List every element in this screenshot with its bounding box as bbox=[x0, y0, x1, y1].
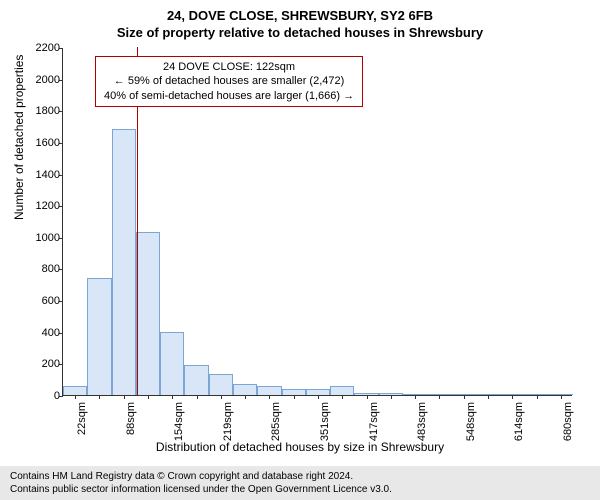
x-tick-mark bbox=[439, 395, 440, 399]
histogram-bar bbox=[233, 384, 257, 395]
annotation-line2: ← 59% of detached houses are smaller (2,… bbox=[104, 74, 354, 88]
histogram-bar bbox=[136, 232, 160, 395]
x-tick-mark bbox=[221, 395, 222, 399]
chart: 24 DOVE CLOSE: 122sqm← 59% of detached h… bbox=[62, 48, 572, 396]
x-tick-mark bbox=[512, 395, 513, 399]
x-tick-mark bbox=[415, 395, 416, 399]
x-tick-mark bbox=[148, 395, 149, 399]
y-tick-label: 1400 bbox=[30, 169, 60, 181]
x-tick-mark bbox=[367, 395, 368, 399]
histogram-bar bbox=[63, 386, 87, 395]
annotation-box: 24 DOVE CLOSE: 122sqm← 59% of detached h… bbox=[95, 56, 363, 107]
x-tick-mark bbox=[391, 395, 392, 399]
x-tick-label: 154sqm bbox=[173, 402, 185, 452]
y-tick-label: 1000 bbox=[30, 232, 60, 244]
x-tick-label: 548sqm bbox=[465, 402, 477, 452]
y-tick-label: 400 bbox=[30, 327, 60, 339]
x-tick-mark bbox=[197, 395, 198, 399]
histogram-bar bbox=[330, 386, 354, 395]
x-tick-mark bbox=[294, 395, 295, 399]
x-tick-mark bbox=[561, 395, 562, 399]
x-tick-mark bbox=[269, 395, 270, 399]
page-title-subtitle: Size of property relative to detached ho… bbox=[0, 23, 600, 40]
plot-area: 24 DOVE CLOSE: 122sqm← 59% of detached h… bbox=[62, 48, 572, 396]
histogram-bar bbox=[184, 365, 208, 395]
x-axis-label: Distribution of detached houses by size … bbox=[0, 440, 600, 454]
y-tick-label: 2200 bbox=[30, 42, 60, 54]
x-tick-mark bbox=[99, 395, 100, 399]
x-tick-label: 22sqm bbox=[76, 402, 88, 452]
y-tick-label: 600 bbox=[30, 295, 60, 307]
histogram-bar bbox=[160, 332, 184, 395]
annotation-line1: 24 DOVE CLOSE: 122sqm bbox=[104, 60, 354, 74]
annotation-line3: 40% of semi-detached houses are larger (… bbox=[104, 89, 354, 103]
x-tick-label: 680sqm bbox=[562, 402, 574, 452]
footer-line1: Contains HM Land Registry data © Crown c… bbox=[10, 470, 590, 483]
x-tick-label: 614sqm bbox=[513, 402, 525, 452]
x-tick-mark bbox=[464, 395, 465, 399]
y-tick-label: 800 bbox=[30, 263, 60, 275]
x-tick-mark bbox=[245, 395, 246, 399]
x-tick-label: 88sqm bbox=[125, 402, 137, 452]
y-axis-label: Number of detached properties bbox=[12, 55, 26, 220]
x-tick-label: 285sqm bbox=[270, 402, 282, 452]
y-tick-label: 2000 bbox=[30, 74, 60, 86]
x-tick-mark bbox=[537, 395, 538, 399]
histogram-bar bbox=[112, 129, 136, 395]
histogram-bar bbox=[257, 386, 281, 395]
y-tick-label: 200 bbox=[30, 358, 60, 370]
y-tick-label: 1200 bbox=[30, 200, 60, 212]
y-tick-label: 1600 bbox=[30, 137, 60, 149]
histogram-bar bbox=[209, 374, 233, 395]
x-tick-label: 483sqm bbox=[416, 402, 428, 452]
x-tick-label: 417sqm bbox=[368, 402, 380, 452]
footer: Contains HM Land Registry data © Crown c… bbox=[0, 466, 600, 500]
footer-line2: Contains public sector information licen… bbox=[10, 483, 590, 496]
x-tick-mark bbox=[318, 395, 319, 399]
x-tick-label: 351sqm bbox=[319, 402, 331, 452]
y-tick-label: 1800 bbox=[30, 105, 60, 117]
x-tick-label: 219sqm bbox=[222, 402, 234, 452]
x-tick-mark bbox=[75, 395, 76, 399]
x-tick-mark bbox=[488, 395, 489, 399]
x-tick-mark bbox=[342, 395, 343, 399]
page-title-address: 24, DOVE CLOSE, SHREWSBURY, SY2 6FB bbox=[0, 0, 600, 23]
x-tick-mark bbox=[124, 395, 125, 399]
x-tick-mark bbox=[172, 395, 173, 399]
y-tick-label: 0 bbox=[30, 390, 60, 402]
histogram-bar bbox=[87, 278, 111, 395]
